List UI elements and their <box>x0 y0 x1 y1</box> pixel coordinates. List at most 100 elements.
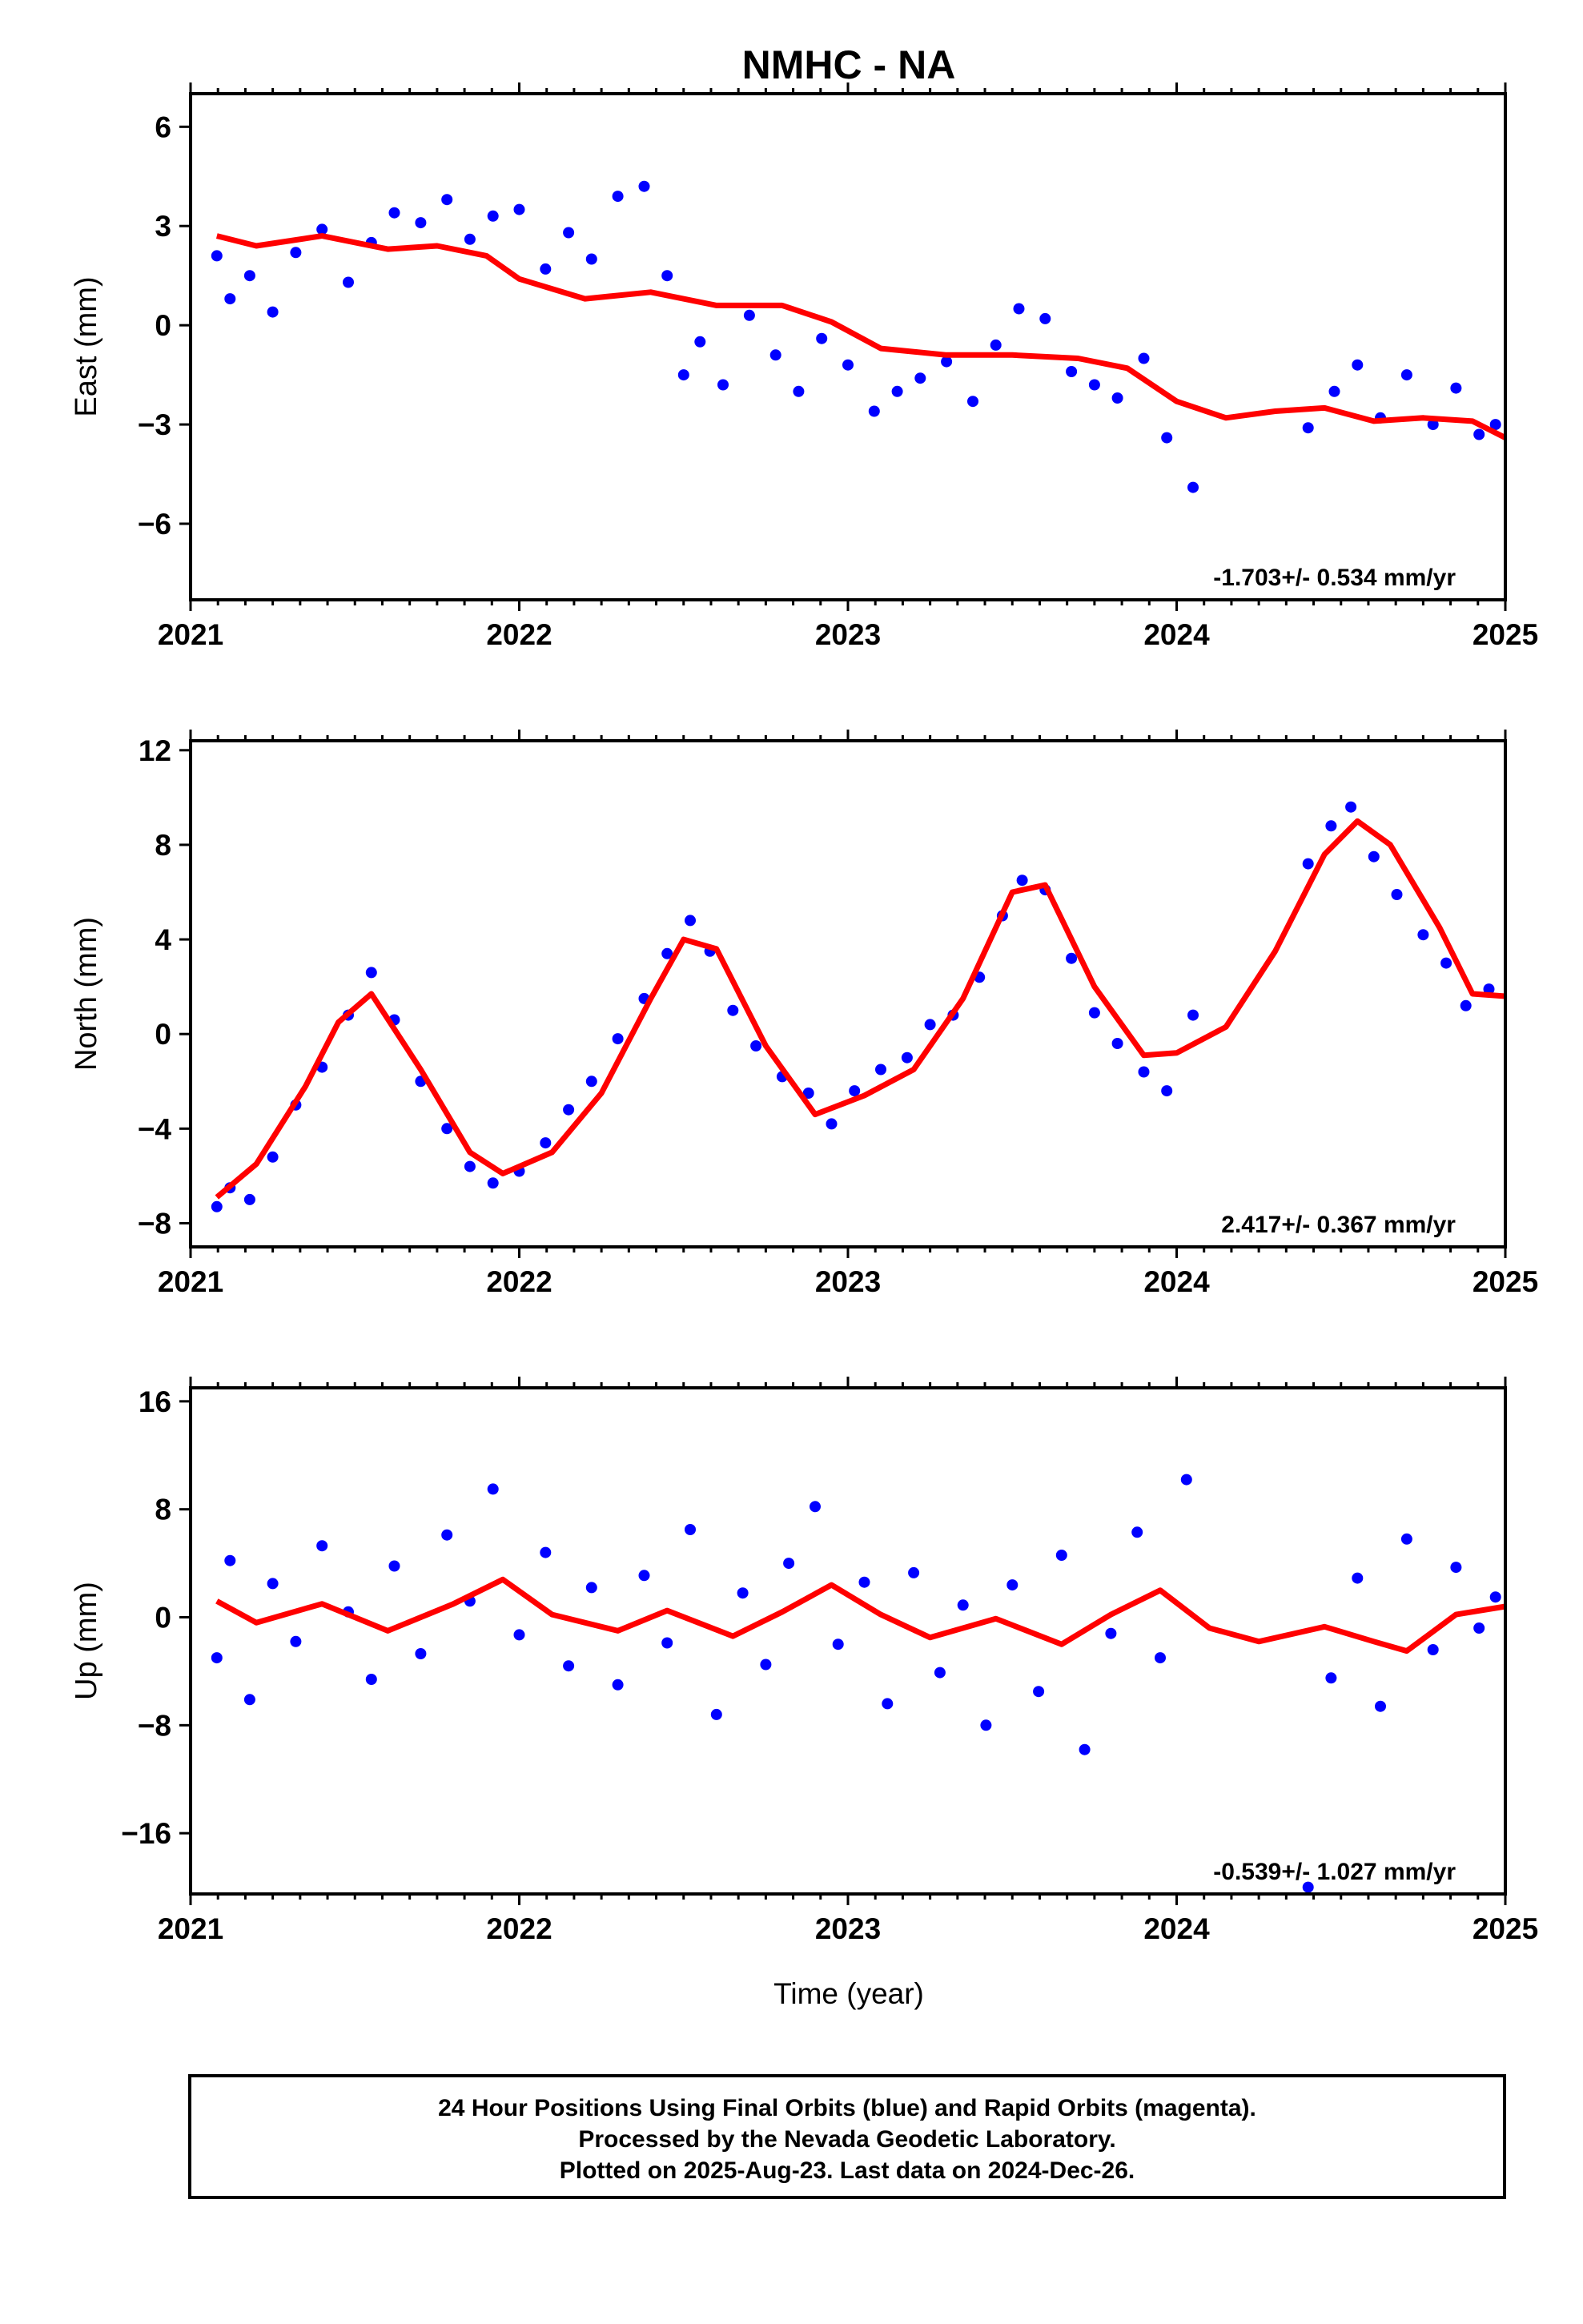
x-tick-label: 2024 <box>1143 1912 1210 1945</box>
y-axis-label: Up (mm) <box>70 1582 103 1700</box>
data-point <box>1180 1474 1192 1486</box>
data-point <box>661 1637 673 1649</box>
data-point <box>1055 1550 1067 1561</box>
footer-frame <box>188 2074 1506 2199</box>
data-point <box>967 396 978 408</box>
data-point <box>661 947 673 959</box>
trend-line <box>215 233 1507 440</box>
data-point <box>224 293 236 305</box>
velocity-label: -0.539+/- 1.027 mm/yr <box>1213 1859 1456 1885</box>
plot-frame <box>189 92 1507 601</box>
data-point <box>802 1088 814 1099</box>
data-point <box>901 1051 913 1063</box>
y-tick-label: −16 <box>121 1817 171 1850</box>
x-tick-label: 2023 <box>815 618 881 651</box>
data-point <box>1111 392 1123 404</box>
data-point <box>1302 1881 1314 1893</box>
x-tick-label: 2022 <box>486 1912 552 1945</box>
data-point <box>1400 369 1412 381</box>
data-point <box>1187 481 1199 493</box>
figure-title: NMHC - NA <box>742 42 956 87</box>
data-point <box>211 250 223 262</box>
data-point <box>487 1177 499 1189</box>
data-point <box>1161 432 1173 444</box>
data-point <box>1006 1579 1019 1591</box>
trend-line <box>215 818 1506 1200</box>
data-point <box>243 1694 255 1706</box>
data-point <box>290 247 302 259</box>
data-point <box>1352 359 1364 371</box>
data-point <box>316 1540 328 1552</box>
data-point <box>563 227 575 239</box>
data-point <box>941 356 953 368</box>
x-tick-label: 2022 <box>486 618 552 651</box>
data-point <box>737 1587 749 1599</box>
y-tick-label: 8 <box>155 829 171 862</box>
data-point <box>875 1063 886 1076</box>
data-point <box>612 191 624 203</box>
data-point <box>1138 1066 1150 1078</box>
x-tick-label: 2021 <box>158 618 223 651</box>
y-axis-label: North (mm) <box>70 917 103 1071</box>
data-point <box>1352 1572 1364 1584</box>
data-point <box>1473 1622 1485 1634</box>
data-point <box>685 915 696 927</box>
data-point <box>612 1679 624 1691</box>
data-point <box>769 349 781 361</box>
data-point <box>842 359 854 371</box>
data-point <box>1460 999 1472 1011</box>
data-point <box>365 1674 377 1685</box>
data-point <box>365 967 377 979</box>
data-point <box>267 1151 279 1163</box>
data-point <box>1400 1533 1412 1545</box>
data-point <box>990 339 1002 351</box>
data-point <box>1066 366 1078 377</box>
data-point <box>585 253 597 265</box>
data-point <box>243 1193 255 1205</box>
data-point <box>882 1698 894 1710</box>
data-point <box>1440 957 1452 969</box>
data-point <box>1391 889 1403 900</box>
data-point <box>1161 1085 1173 1097</box>
data-point <box>316 223 328 235</box>
panel-east: 2021 2022 2023 2024 2025 6 3 0 −3 −6 East (mm) -1.7… <box>70 82 1538 651</box>
data-point <box>1155 1652 1166 1664</box>
data-point <box>464 233 476 245</box>
data-point <box>677 369 689 381</box>
velocity-label: 2.417+/- 0.367 mm/yr <box>1221 1212 1456 1238</box>
data-point <box>858 1576 870 1588</box>
data-point <box>267 306 279 318</box>
data-point <box>1325 1672 1337 1684</box>
data-point <box>1138 352 1150 364</box>
data-point <box>1450 382 1462 394</box>
data-point <box>1417 929 1429 941</box>
data-point <box>934 1667 946 1679</box>
data-point <box>585 1582 597 1594</box>
data-point <box>1302 422 1314 434</box>
y-tick-label: 16 <box>139 1385 171 1418</box>
x-tick-label: 2023 <box>815 1265 881 1298</box>
y-tick-label: 0 <box>155 1602 171 1634</box>
data-point <box>849 1085 861 1097</box>
data-point <box>1483 983 1495 995</box>
data-point <box>1345 801 1357 813</box>
data-point <box>1187 1009 1199 1021</box>
data-point <box>1489 1591 1501 1603</box>
data-point <box>783 1558 795 1570</box>
data-point <box>924 1019 936 1031</box>
data-point <box>1427 419 1439 431</box>
data-point <box>694 336 706 348</box>
data-point <box>1033 1686 1045 1698</box>
data-point <box>980 1719 992 1731</box>
data-point <box>914 372 926 384</box>
data-point <box>1450 1562 1462 1574</box>
data-point <box>585 1076 597 1088</box>
data-point <box>540 1546 552 1558</box>
x-tick-label: 2021 <box>158 1912 223 1945</box>
data-point <box>685 1524 696 1535</box>
data-point <box>1489 419 1501 431</box>
x-tick-label: 2024 <box>1143 618 1210 651</box>
footer-line-3: Plotted on 2025-Aug-23. Last data on 202… <box>560 2157 1135 2184</box>
data-point <box>267 1578 279 1590</box>
data-point <box>1079 1743 1091 1755</box>
